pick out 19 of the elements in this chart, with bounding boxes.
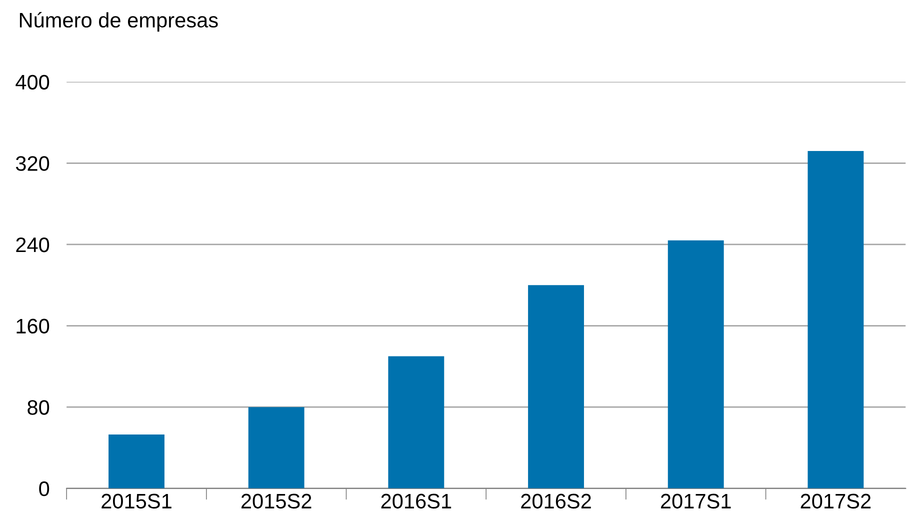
y-tick-label: 0 [39,481,50,496]
bar [808,150,864,488]
x-tick-label: 2017S2 [800,494,871,509]
x-tick-label: 2015S2 [241,494,312,509]
x-tick-label: 2016S2 [521,494,591,509]
y-tick-label: 240 [16,237,50,252]
y-tick-label: 160 [16,318,50,334]
y-tick-label: 80 [28,400,50,415]
bar [528,285,584,488]
bar [388,356,444,488]
bar [108,434,164,488]
y-tick-label: 320 [16,156,50,171]
x-tick-label: 2015S1 [102,494,172,509]
y-axis-title: Número de empresas [20,12,218,32]
bar [668,240,724,488]
x-tick-label: 2017S1 [660,494,731,509]
y-tick-label: 400 [16,74,50,90]
x-tick-label: 2016S1 [381,494,452,509]
bar [248,407,304,488]
